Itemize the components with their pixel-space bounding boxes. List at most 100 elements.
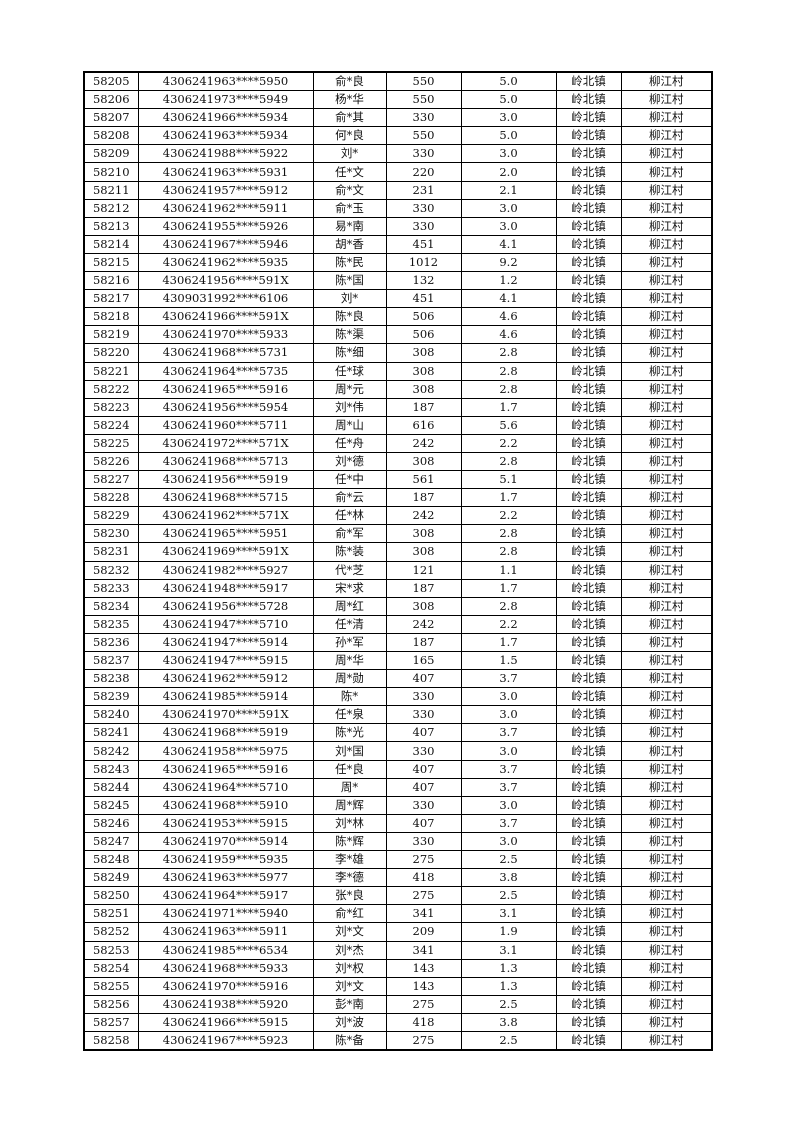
table-row: 58217 4309031992****6106 刘* 451 4.1 岭北镇 柳江村 [83, 289, 713, 309]
name-cell: 李*雄 [312, 850, 387, 870]
amount-cell: 418 [385, 868, 462, 888]
table-row: 58256 4306241938****5920 彭*南 275 2.5 岭北镇 柳江村 [83, 994, 713, 1014]
amount-cell: 407 [385, 723, 462, 743]
serial-number-cell: 58211 [83, 180, 139, 200]
town-cell: 岭北镇 [555, 488, 622, 508]
id-number-cell: 4306241982****5927 [137, 560, 314, 580]
town-cell: 岭北镇 [555, 325, 622, 345]
serial-number-cell: 58250 [83, 886, 139, 906]
town-cell: 岭北镇 [555, 252, 622, 273]
town-cell: 岭北镇 [555, 831, 622, 852]
town-cell: 岭北镇 [555, 922, 622, 942]
village-cell: 柳江村 [620, 813, 713, 833]
table-row: 58235 4306241947****5710 任*清 242 2.2 岭北镇 柳江村 [83, 614, 713, 634]
village-cell: 柳江村 [620, 940, 713, 960]
amount-cell: 308 [385, 451, 462, 472]
quantity-cell: 3.7 [460, 777, 557, 797]
amount-cell: 220 [385, 162, 462, 182]
town-cell: 岭北镇 [555, 578, 622, 598]
name-cell: 刘*国 [312, 741, 387, 761]
quantity-cell: 1.9 [460, 922, 557, 942]
village-cell: 柳江村 [620, 705, 713, 725]
table-row: 58241 4306241968****5919 陈*光 407 3.7 岭北镇 柳江村 [83, 723, 713, 743]
table-row: 58226 4306241968****5713 刘*德 308 2.8 岭北镇 柳江村 [83, 451, 713, 472]
quantity-cell: 3.0 [460, 198, 557, 218]
quantity-cell: 1.5 [460, 650, 557, 671]
table-row: 58230 4306241965****5951 俞*军 308 2.8 岭北镇 柳江村 [83, 524, 713, 544]
name-cell: 陈*光 [312, 723, 387, 743]
quantity-cell: 2.1 [460, 180, 557, 200]
serial-number-cell: 58241 [83, 723, 139, 743]
serial-number-cell: 58252 [83, 922, 139, 942]
quantity-cell: 2.8 [460, 524, 557, 544]
town-cell: 岭北镇 [555, 90, 622, 110]
table-row: 58212 4306241962****5911 俞*玉 330 3.0 岭北镇 柳江村 [83, 198, 713, 218]
village-cell: 柳江村 [620, 904, 713, 924]
town-cell: 岭北镇 [555, 596, 622, 616]
serial-number-cell: 58254 [83, 958, 139, 978]
village-cell: 柳江村 [620, 741, 713, 761]
name-cell: 彭*南 [312, 994, 387, 1014]
quantity-cell: 1.7 [460, 578, 557, 598]
id-number-cell: 4306241963****5931 [137, 162, 314, 182]
village-cell: 柳江村 [620, 1012, 713, 1032]
serial-number-cell: 58209 [83, 144, 139, 164]
town-cell: 岭北镇 [555, 542, 622, 562]
village-cell: 柳江村 [620, 108, 713, 128]
quantity-cell: 2.5 [460, 886, 557, 906]
name-cell: 陈*渠 [312, 325, 387, 345]
serial-number-cell: 58238 [83, 669, 139, 689]
village-cell: 柳江村 [620, 488, 713, 508]
amount-cell: 451 [385, 234, 462, 254]
quantity-cell: 2.2 [460, 506, 557, 526]
quantity-cell: 5.1 [460, 470, 557, 490]
amount-cell: 308 [385, 542, 462, 562]
id-number-cell: 4306241956****5919 [137, 470, 314, 490]
village-cell: 柳江村 [620, 886, 713, 906]
town-cell: 岭北镇 [555, 198, 622, 218]
quantity-cell: 2.8 [460, 542, 557, 562]
amount-cell: 330 [385, 108, 462, 128]
village-cell: 柳江村 [620, 669, 713, 689]
town-cell: 岭北镇 [555, 813, 622, 833]
village-cell: 柳江村 [620, 397, 713, 417]
town-cell: 岭北镇 [555, 71, 622, 92]
village-cell: 柳江村 [620, 1030, 713, 1051]
town-cell: 岭北镇 [555, 126, 622, 146]
serial-number-cell: 58246 [83, 813, 139, 833]
table-row: 58228 4306241968****5715 俞*云 187 1.7 岭北镇 柳江村 [83, 488, 713, 508]
table-row: 58223 4306241956****5954 刘*伟 187 1.7 岭北镇 柳江村 [83, 397, 713, 417]
town-cell: 岭北镇 [555, 777, 622, 797]
quantity-cell: 2.8 [460, 343, 557, 363]
id-number-cell: 4306241948****5917 [137, 578, 314, 598]
quantity-cell: 3.8 [460, 1012, 557, 1032]
town-cell: 岭北镇 [555, 994, 622, 1014]
town-cell: 岭北镇 [555, 451, 622, 472]
amount-cell: 275 [385, 886, 462, 906]
town-cell: 岭北镇 [555, 524, 622, 544]
id-number-cell: 4306241968****5910 [137, 795, 314, 815]
table-row: 58216 4306241956****591X 陈*国 132 1.2 岭北镇 柳江村 [83, 271, 713, 291]
serial-number-cell: 58225 [83, 433, 139, 453]
quantity-cell: 3.0 [460, 144, 557, 164]
name-cell: 李*德 [312, 868, 387, 888]
name-cell: 任*清 [312, 614, 387, 634]
id-number-cell: 4306241955****5926 [137, 216, 314, 236]
quantity-cell: 2.5 [460, 994, 557, 1014]
id-number-cell: 4306241970****5914 [137, 831, 314, 852]
serial-number-cell: 58216 [83, 271, 139, 291]
village-cell: 柳江村 [620, 578, 713, 598]
village-cell: 柳江村 [620, 958, 713, 978]
quantity-cell: 3.7 [460, 759, 557, 779]
amount-cell: 1012 [385, 252, 462, 273]
name-cell: 陈*辉 [312, 831, 387, 852]
name-cell: 俞*云 [312, 488, 387, 508]
quantity-cell: 3.0 [460, 687, 557, 707]
name-cell: 周*红 [312, 596, 387, 616]
name-cell: 杨*华 [312, 90, 387, 110]
village-cell: 柳江村 [620, 234, 713, 254]
town-cell: 岭北镇 [555, 976, 622, 996]
town-cell: 岭北镇 [555, 271, 622, 291]
serial-number-cell: 58231 [83, 542, 139, 562]
name-cell: 何*良 [312, 126, 387, 146]
